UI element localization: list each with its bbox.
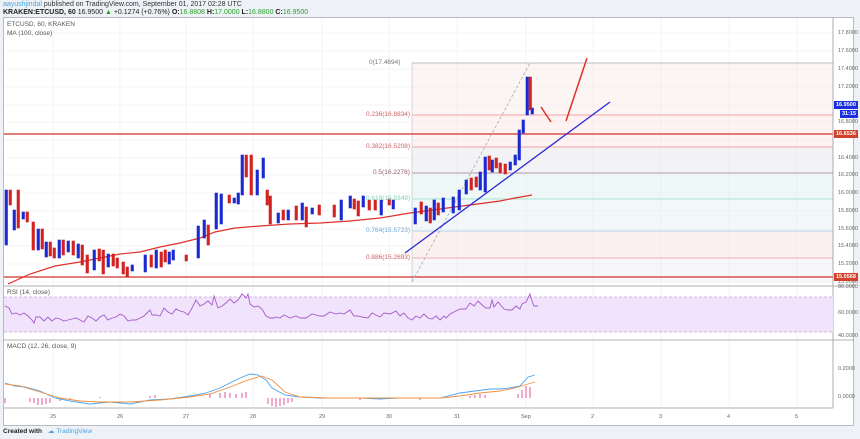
- publish-text: published on TradingView.com, September …: [43, 1, 242, 8]
- rsi-tick: 60.0000: [838, 310, 858, 316]
- open-label: O:: [171, 9, 180, 16]
- time-tick: Sep: [521, 414, 531, 420]
- resistance-tag: 16.6536: [834, 130, 858, 138]
- projection-down-stroke[interactable]: [540, 106, 552, 123]
- macd-legend[interactable]: MACD (12, 26, close, 9): [7, 343, 77, 350]
- price-change: +0.1274 (+0.76%): [113, 9, 170, 16]
- ma-legend[interactable]: MA (100, close): [7, 30, 53, 37]
- trend-line[interactable]: [404, 101, 611, 254]
- up-arrow-icon: ▲: [104, 9, 112, 16]
- open-value: 16.8808: [179, 9, 205, 16]
- time-tick: 4: [727, 414, 731, 420]
- bull-candles: [4, 76, 534, 273]
- low-value: 16.8800: [248, 9, 274, 16]
- rsi-line: [4, 292, 538, 325]
- price-tick: 15.4000: [838, 243, 858, 249]
- bear-candles: [8, 76, 532, 278]
- fib-label-05: 0.5(16.2278): [373, 169, 410, 176]
- publish-info: aayushjindal published on TradingView.co…: [3, 1, 242, 8]
- last-price: 16.9500: [77, 9, 103, 16]
- time-tick: 2: [591, 414, 595, 420]
- time-tick: 28: [250, 414, 257, 420]
- price-tick: 17.4000: [838, 66, 858, 72]
- high-label: H:: [206, 9, 215, 16]
- macd-tick: 0.2000: [838, 366, 855, 372]
- chart-title: ETCUSD, 60, KRAKEN: [7, 21, 75, 28]
- rsi-band: [4, 297, 833, 332]
- projection-up-stroke[interactable]: [565, 57, 588, 122]
- candles: [4, 76, 534, 278]
- rsi-tick: 40.0000: [838, 333, 858, 339]
- high-value: 17.0000: [214, 9, 240, 16]
- created-with: Created with: [3, 428, 43, 435]
- tradingview-logo-icon[interactable]: ☁: [47, 428, 55, 435]
- macd-histogram: [4, 386, 531, 407]
- price-tick: 16.4000: [838, 155, 858, 161]
- time-tick: 26: [117, 414, 124, 420]
- symbol-info: KRAKEN:ETCUSD, 60 16.9500 ▲ +0.1274 (+0.…: [3, 9, 308, 16]
- author-link[interactable]: aayushjindal: [3, 1, 42, 8]
- footer: Created with ☁ TradingView: [3, 427, 92, 435]
- last-price-tag: 16.9500: [834, 101, 858, 109]
- macd-signal-line: [4, 375, 536, 403]
- symbol: KRAKEN:ETCUSD, 60: [3, 9, 76, 16]
- low-label: L:: [241, 9, 249, 16]
- fib-label-0382: 0.382(16.5208): [366, 143, 411, 150]
- grid: [4, 18, 833, 408]
- price-tick: 16.0000: [838, 190, 858, 196]
- fib-lines: [411, 62, 833, 282]
- fib-label-0236: 0.236(16.8834): [366, 111, 411, 118]
- fib-label-0618: 0.618(15.9349): [366, 195, 411, 202]
- time-tick: 31: [454, 414, 461, 420]
- fib-zones: [412, 63, 833, 282]
- price-tick: 15.2000: [838, 261, 858, 267]
- time-tick: 3: [659, 414, 663, 420]
- fib-anchor-line[interactable]: [411, 62, 531, 283]
- countdown-tag: 31:15: [840, 110, 859, 118]
- close-label: C:: [275, 9, 283, 16]
- price-tick: 15.8000: [838, 208, 858, 214]
- fib-label-0: 0(17.4694): [369, 59, 401, 66]
- price-tick: 16.2000: [838, 172, 858, 178]
- time-tick: 25: [50, 414, 57, 420]
- fib-label-0764: 0.764(15.5723): [366, 227, 411, 234]
- time-tick: 27: [183, 414, 190, 420]
- rsi-tick: 80.0000: [838, 284, 858, 290]
- price-tick: 17.2000: [838, 84, 858, 90]
- macd-tick: 0.0000: [838, 394, 855, 400]
- macd-line: [4, 373, 536, 405]
- price-tick: 17.6000: [838, 48, 858, 54]
- price-tick: 15.6000: [838, 226, 858, 232]
- time-tick: 5: [795, 414, 799, 420]
- fib-label-0886: 0.886(15.2693): [366, 254, 411, 261]
- rsi-legend[interactable]: RSI (14, close): [7, 289, 50, 296]
- tradingview-link[interactable]: TradingView: [56, 428, 93, 435]
- time-tick: 30: [386, 414, 393, 420]
- support-tag: 15.0568: [834, 273, 858, 281]
- close-value: 16.9500: [282, 9, 309, 16]
- price-tick: 17.8000: [838, 30, 858, 36]
- time-tick: 29: [319, 414, 326, 420]
- price-tick: 15.0000: [838, 279, 858, 285]
- price-tick: 16.8000: [838, 119, 858, 125]
